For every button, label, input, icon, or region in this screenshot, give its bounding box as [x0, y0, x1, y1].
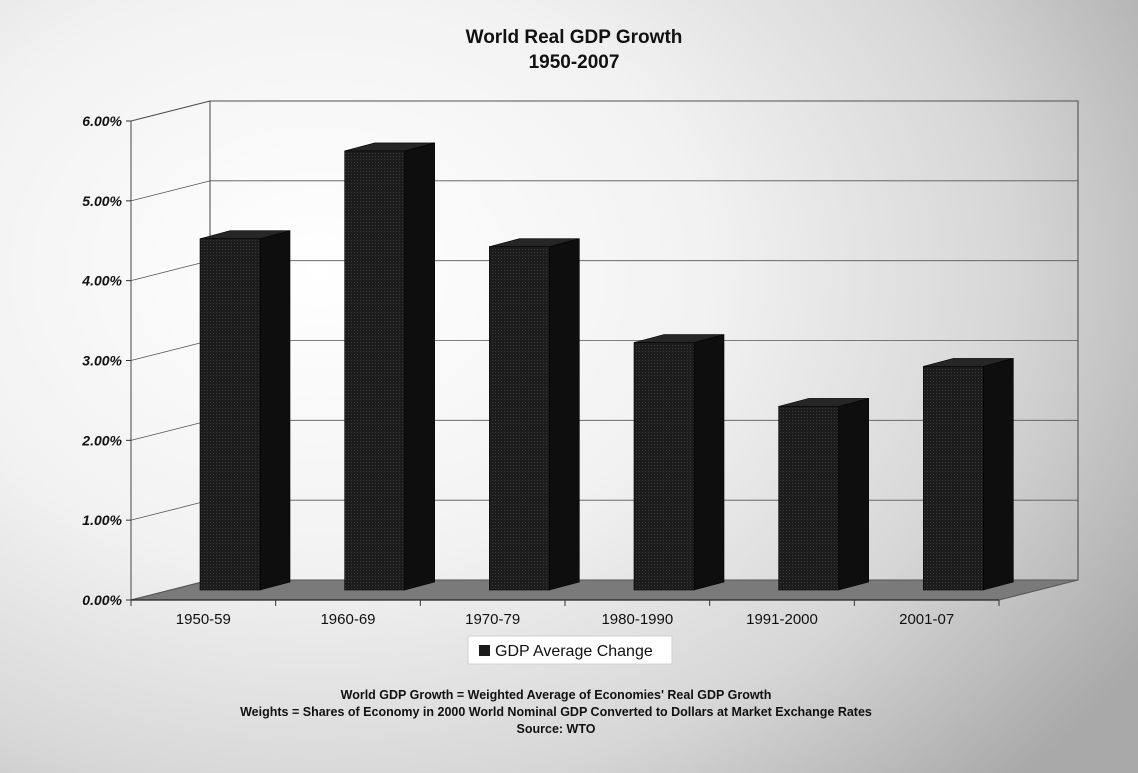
bar-front-face [633, 342, 695, 591]
x-tick-label: 2001-07 [899, 611, 954, 628]
bar-1980-1990 [633, 334, 725, 591]
bar-side-face [838, 397, 869, 591]
bar-2001-07 [923, 358, 1014, 591]
x-tick-label: 1950-59 [176, 611, 231, 628]
bar-front-face [199, 238, 261, 591]
bar-side-face [549, 238, 580, 591]
gridline-side [130, 340, 211, 361]
x-tick-label: 1970-79 [465, 611, 520, 628]
legend-label: GDP Average Change [495, 643, 653, 660]
x-axis-ticks: 1950-59 1960-69 1970-79 1980-1990 1991-2000 2… [130, 600, 1000, 628]
gridline-side [130, 419, 211, 441]
y-tick-label: 2.00% [81, 432, 122, 448]
bar-side-face [404, 142, 435, 591]
bar-side-face [693, 334, 725, 591]
gridline-side [130, 100, 211, 122]
chart-subtitle: 1950-2007 [529, 52, 620, 73]
bar-1950-59 [199, 230, 291, 591]
y-tick-label: 4.00% [81, 273, 122, 289]
legend-swatch [479, 645, 490, 656]
bar-1970-79 [489, 238, 580, 591]
footnote-definition: World GDP Growth = Weighted Average of E… [341, 688, 772, 702]
footnote-weights: Weights = Shares of Economy in 2000 Worl… [240, 705, 872, 719]
bar-front-face [489, 246, 550, 591]
gridline-side [130, 180, 211, 202]
bar-1960-69 [344, 142, 435, 591]
y-tick-label: 5.00% [82, 193, 122, 209]
bar-side-face [259, 230, 291, 591]
footnote-source: Source: WTO [517, 722, 596, 736]
x-tick-label: 1980-1990 [601, 611, 673, 628]
y-tick-label: 3.00% [82, 353, 122, 369]
bar-front-face [344, 150, 405, 591]
bar-1991-2000 [778, 397, 869, 591]
y-tick-label: 0.00% [82, 592, 122, 608]
x-tick-label: 1960-69 [320, 611, 375, 628]
legend: GDP Average Change [467, 635, 673, 665]
y-tick-label: 6.00% [82, 113, 122, 129]
bar-front-face [923, 366, 984, 591]
chart-title: World Real GDP Growth [466, 27, 683, 48]
y-tick-label: 1.00% [82, 512, 122, 528]
bar-side-face [983, 358, 1014, 591]
gridline-side [130, 260, 211, 282]
legend-box [467, 635, 673, 665]
bars [199, 142, 1014, 591]
gridline-side [130, 499, 211, 521]
x-tick-label: 1991-2000 [746, 611, 818, 628]
bar-front-face [778, 406, 839, 591]
y-axis-ticks: 0.00% 1.00% 2.00% 3.00% 4.00% 5.00% 6.00% [81, 113, 131, 608]
